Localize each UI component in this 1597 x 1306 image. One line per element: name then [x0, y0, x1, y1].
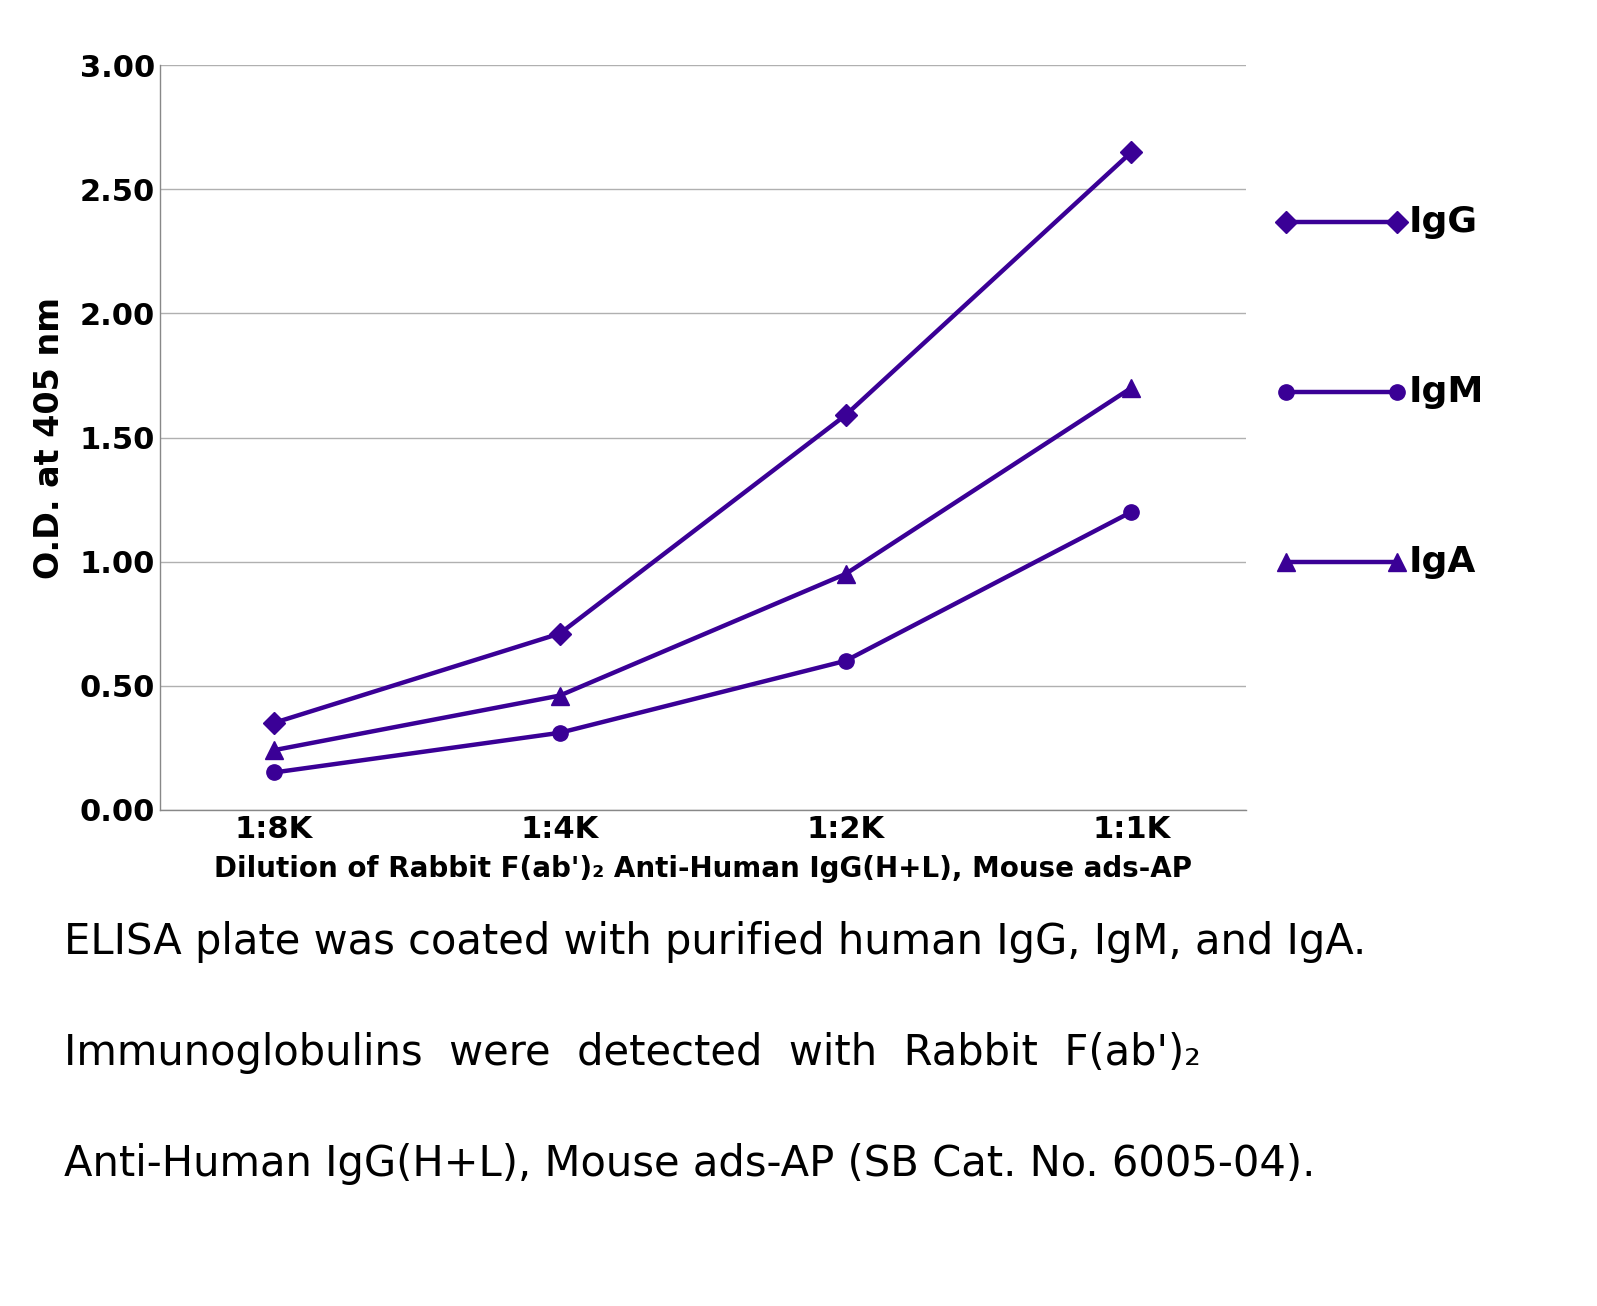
Text: IgG: IgG [1409, 205, 1477, 239]
Text: IgA: IgA [1409, 545, 1476, 579]
Text: Anti-Human IgG(H+L), Mouse ads-AP (SB Cat. No. 6005-04).: Anti-Human IgG(H+L), Mouse ads-AP (SB Ca… [64, 1143, 1316, 1185]
Text: ELISA plate was coated with purified human IgG, IgM, and IgA.: ELISA plate was coated with purified hum… [64, 921, 1365, 963]
Y-axis label: O.D. at 405 nm: O.D. at 405 nm [32, 296, 65, 579]
Text: Dilution of Rabbit F(ab')₂ Anti-Human IgG(H+L), Mouse ads-AP: Dilution of Rabbit F(ab')₂ Anti-Human Ig… [214, 855, 1191, 883]
Text: IgM: IgM [1409, 375, 1484, 409]
Text: Immunoglobulins  were  detected  with  Rabbit  F(ab')₂: Immunoglobulins were detected with Rabbi… [64, 1032, 1201, 1074]
